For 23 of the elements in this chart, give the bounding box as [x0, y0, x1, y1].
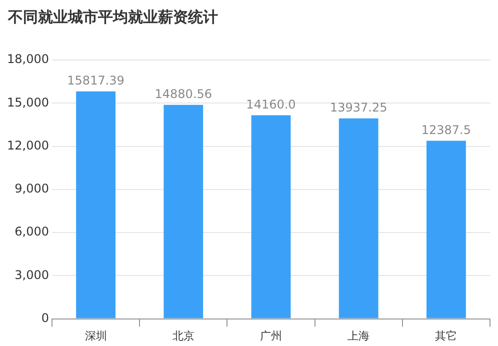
data-label: 13937.25: [330, 100, 388, 115]
y-tick-label: 0: [41, 310, 49, 325]
x-tick-label: 上海: [348, 329, 370, 342]
x-tick-label: 北京: [172, 329, 194, 342]
chart-title: 不同就业城市平均就业薪资统计: [8, 8, 218, 27]
bar: [338, 118, 378, 318]
y-tick-label: 12,000: [6, 138, 49, 152]
x-tick-label: 深圳: [84, 329, 107, 342]
data-label: 12387.5: [421, 122, 472, 137]
data-label: 14880.56: [154, 86, 212, 101]
y-tick-label: 15,000: [6, 95, 49, 110]
y-tick-label: 9,000: [14, 182, 49, 196]
x-tick-label: 广州: [260, 329, 282, 342]
y-tick-label: 3,000: [14, 268, 49, 282]
bar: [164, 104, 204, 318]
bar: [251, 115, 291, 318]
y-tick-label: 6,000: [14, 224, 49, 239]
data-label: 15817.39: [67, 74, 124, 88]
bar: [76, 91, 116, 318]
y-tick-label: 18,000: [6, 52, 49, 66]
x-tick-label: 其它: [435, 329, 458, 342]
bar: [426, 140, 466, 318]
data-label: 14160.0: [246, 97, 296, 112]
